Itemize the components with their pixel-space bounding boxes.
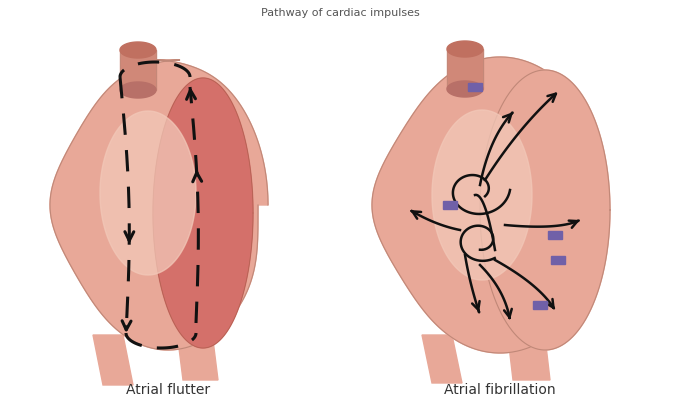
- Polygon shape: [372, 57, 608, 353]
- Polygon shape: [100, 111, 196, 275]
- Polygon shape: [120, 50, 156, 90]
- Polygon shape: [50, 60, 268, 350]
- Polygon shape: [153, 78, 253, 348]
- Text: Atrial flutter: Atrial flutter: [126, 383, 210, 397]
- Text: Pathway of cardiac impulses: Pathway of cardiac impulses: [260, 8, 420, 18]
- Polygon shape: [508, 337, 550, 380]
- Polygon shape: [447, 81, 483, 97]
- Polygon shape: [422, 335, 462, 383]
- Polygon shape: [120, 82, 156, 98]
- Polygon shape: [178, 340, 218, 380]
- Bar: [533, 301, 547, 309]
- Polygon shape: [93, 335, 133, 385]
- Bar: [468, 83, 482, 91]
- Polygon shape: [480, 70, 610, 350]
- Polygon shape: [447, 41, 483, 57]
- Polygon shape: [120, 42, 156, 58]
- Bar: [443, 201, 457, 209]
- Bar: [551, 256, 565, 264]
- Text: Atrial fibrillation: Atrial fibrillation: [444, 383, 556, 397]
- Polygon shape: [447, 49, 483, 89]
- Bar: [548, 231, 562, 239]
- Polygon shape: [432, 110, 532, 280]
